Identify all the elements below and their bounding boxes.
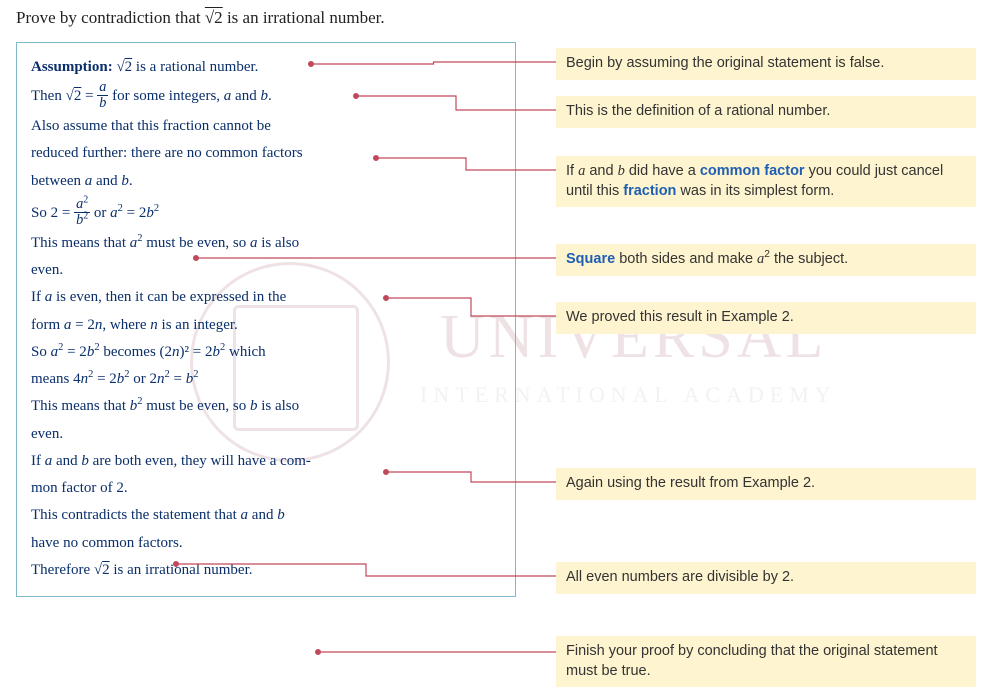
- annotation: We proved this result in Example 2.: [556, 302, 976, 334]
- proof-means-4n2: means 4n2 = 2b2 or 2n2 = b2: [31, 366, 501, 392]
- proof-then: Then √2 = ab for some integers, a and b.: [31, 81, 501, 112]
- problem-sqrt: √2: [205, 8, 223, 27]
- proof-even-2: even.: [31, 421, 501, 447]
- sqrt-2: √2: [116, 59, 132, 75]
- content-container: UNIVERSAL INTERNATIONAL ACADEMY Assumpti…: [0, 42, 994, 597]
- proof-if-ab-1: If a and b are both even, they will have…: [31, 448, 501, 474]
- problem-prefix: Prove by contradiction that: [16, 8, 205, 27]
- annotation: Begin by assuming the original statement…: [556, 48, 976, 80]
- assumption-text: is a rational number.: [136, 59, 258, 75]
- annotation: This is the definition of a rational num…: [556, 96, 976, 128]
- proof-if-a-1: If a is even, then it can be expressed i…: [31, 284, 501, 310]
- annotation: Square both sides and make a2 the subjec…: [556, 244, 976, 276]
- proof-also-1: Also assume that this fraction cannot be: [31, 113, 501, 139]
- connector-dot: [316, 650, 321, 655]
- proof-means-a2: This means that a2 must be even, so a is…: [31, 230, 501, 256]
- proof-if-a-2: form a = 2n, where n is an integer.: [31, 312, 501, 338]
- proof-therefore: Therefore √2 is an irrational number.: [31, 557, 501, 583]
- problem-statement: Prove by contradiction that √2 is an irr…: [0, 0, 994, 42]
- proof-if-ab-2: mon factor of 2.: [31, 475, 501, 501]
- proof-so-2: So 2 = a2b2 or a2 = 2b2: [31, 198, 501, 229]
- proof-even-1: even.: [31, 257, 501, 283]
- proof-contradict-1: This contradicts the statement that a an…: [31, 502, 501, 528]
- annotation: If a and b did have a common factor you …: [556, 156, 976, 207]
- problem-suffix: is an irrational number.: [223, 8, 385, 27]
- annotation: Again using the result from Example 2.: [556, 468, 976, 500]
- proof-also-3: between a and b.: [31, 168, 501, 194]
- proof-means-b2: This means that b2 must be even, so b is…: [31, 393, 501, 419]
- proof-assumption: Assumption: √2 is a rational number.: [31, 54, 501, 80]
- proof-so-a2: So a2 = 2b2 becomes (2n)² = 2b2 which: [31, 339, 501, 365]
- proof-box: Assumption: √2 is a rational number. The…: [16, 42, 516, 597]
- proof-also-2: reduced further: there are no common fac…: [31, 140, 501, 166]
- annotation: All even numbers are divisible by 2.: [556, 562, 976, 594]
- proof-contradict-2: have no common factors.: [31, 530, 501, 556]
- annotation: Finish your proof by concluding that the…: [556, 636, 976, 687]
- assumption-label: Assumption:: [31, 59, 113, 75]
